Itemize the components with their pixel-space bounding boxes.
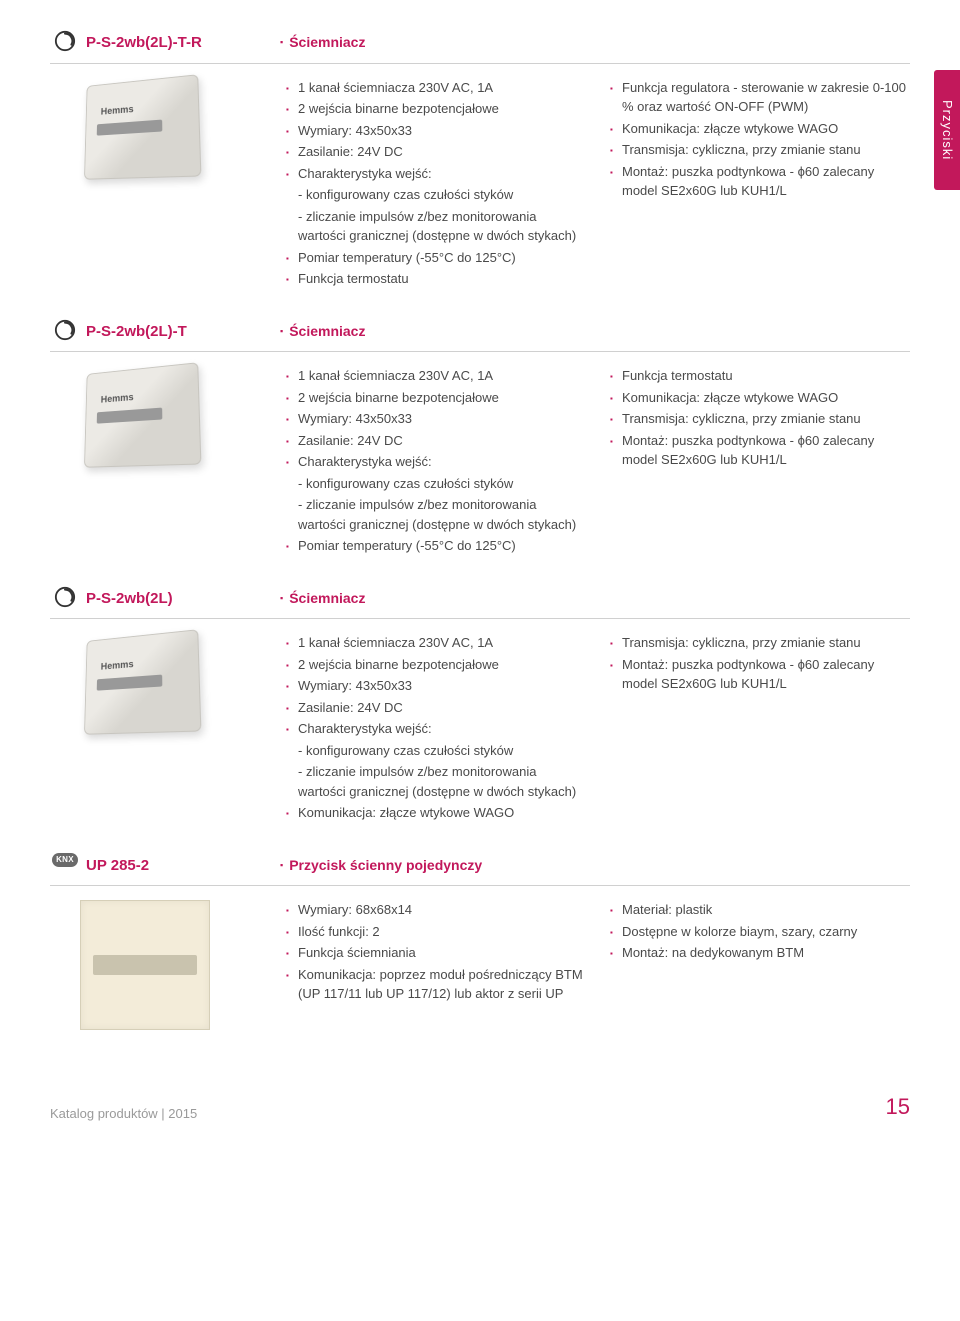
product-code: UP 285-2 xyxy=(80,853,280,878)
feature-item: 2 wejścia binarne bezpotencjałowe xyxy=(286,388,586,408)
product-image-cell xyxy=(50,633,286,733)
feature-item: Transmisja: cykliczna, przy zmianie stan… xyxy=(610,140,910,160)
feature-item: 1 kanał ściemniacza 230V AC, 1A xyxy=(286,633,586,653)
feature-item: Montaż: puszka podtynkowa - ϕ60 zalecany… xyxy=(610,162,910,201)
product-subtype: Przycisk ścienny pojedynczy xyxy=(280,853,910,876)
feature-item: Charakterystyka wejść: xyxy=(286,164,586,184)
product-body: 1 kanał ściemniacza 230V AC, 1A2 wejścia… xyxy=(50,633,910,825)
feature-item: Zasilanie: 24V DC xyxy=(286,142,586,162)
feature-item: Pomiar temperatury (-55°C do 125°C) xyxy=(286,248,586,268)
product-header: P-S-2wb(2L)-T-RŚciemniacz xyxy=(50,30,910,64)
feature-item: Transmisja: cykliczna, przy zmianie stan… xyxy=(610,409,910,429)
feature-item: - zliczanie impulsów z/bez monitorowania… xyxy=(286,762,586,801)
feature-item: Funkcja ściemniania xyxy=(286,943,586,963)
feature-item: Wymiary: 43x50x33 xyxy=(286,676,586,696)
feature-columns: 1 kanał ściemniacza 230V AC, 1A2 wejścia… xyxy=(286,633,910,825)
feature-list-right: Materiał: plastikDostępne w kolorze biay… xyxy=(610,900,910,963)
product-image-cell xyxy=(50,900,286,1030)
feature-item: Dostępne w kolorze biaym, szary, czarny xyxy=(610,922,910,942)
product-body: 1 kanał ściemniacza 230V AC, 1A2 wejścia… xyxy=(50,366,910,558)
feature-list-right: Funkcja regulatora - sterowanie w zakres… xyxy=(610,78,910,201)
product-code: P-S-2wb(2L)-T xyxy=(80,319,280,344)
feature-list-left: Wymiary: 68x68x14Ilość funkcji: 2Funkcja… xyxy=(286,900,586,1004)
product-header: P-S-2wb(2L)Ściemniacz xyxy=(50,586,910,620)
feature-item: 2 wejścia binarne bezpotencjałowe xyxy=(286,655,586,675)
product-image xyxy=(84,74,201,180)
feature-item: Montaż: na dedykowanym BTM xyxy=(610,943,910,963)
feature-item: Charakterystyka wejść: xyxy=(286,719,586,739)
feature-columns: 1 kanał ściemniacza 230V AC, 1A2 wejścia… xyxy=(286,366,910,558)
feature-item: Wymiary: 43x50x33 xyxy=(286,409,586,429)
page-number: 15 xyxy=(886,1090,910,1123)
product-block: P-S-2wb(2L)Ściemniacz 1 kanał ściemniacza… xyxy=(50,586,910,825)
product-body: Wymiary: 68x68x14Ilość funkcji: 2Funkcja… xyxy=(50,900,910,1030)
feature-item: Zasilanie: 24V DC xyxy=(286,698,586,718)
brand-circle-icon xyxy=(50,30,80,52)
product-image xyxy=(84,629,201,735)
feature-item: Komunikacja: złącze wtykowe WAGO xyxy=(610,388,910,408)
feature-item: 1 kanał ściemniacza 230V AC, 1A xyxy=(286,78,586,98)
footer-left: Katalog produktów | 2015 xyxy=(50,1104,197,1124)
feature-item: 2 wejścia binarne bezpotencjałowe xyxy=(286,99,586,119)
product-subtype: Ściemniacz xyxy=(280,586,910,609)
feature-list-right: Funkcja termostatuKomunikacja: złącze wt… xyxy=(610,366,910,470)
feature-list-left: 1 kanał ściemniacza 230V AC, 1A2 wejścia… xyxy=(286,366,586,556)
feature-item: Materiał: plastik xyxy=(610,900,910,920)
brand-circle-icon xyxy=(50,319,80,341)
feature-item: Komunikacja: poprzez moduł pośredniczący… xyxy=(286,965,586,1004)
product-code: P-S-2wb(2L)-T-R xyxy=(80,30,280,55)
brand-circle-icon xyxy=(50,586,80,608)
product-body: 1 kanał ściemniacza 230V AC, 1A2 wejścia… xyxy=(50,78,910,291)
feature-list-left: 1 kanał ściemniacza 230V AC, 1A2 wejścia… xyxy=(286,633,586,823)
product-image xyxy=(84,362,201,468)
feature-item: 1 kanał ściemniacza 230V AC, 1A xyxy=(286,366,586,386)
feature-columns: Wymiary: 68x68x14Ilość funkcji: 2Funkcja… xyxy=(286,900,910,1006)
feature-item: Komunikacja: złącze wtykowe WAGO xyxy=(610,119,910,139)
product-image-cell xyxy=(50,366,286,466)
feature-item: Funkcja termostatu xyxy=(286,269,586,289)
feature-item: - konfigurowany czas czułości styków xyxy=(286,741,586,761)
feature-columns: 1 kanał ściemniacza 230V AC, 1A2 wejścia… xyxy=(286,78,910,291)
feature-item: Ilość funkcji: 2 xyxy=(286,922,586,942)
product-block: P-S-2wb(2L)-TŚciemniacz 1 kanał ściemniac… xyxy=(50,319,910,558)
product-code: P-S-2wb(2L) xyxy=(80,586,280,611)
product-header: P-S-2wb(2L)-TŚciemniacz xyxy=(50,319,910,353)
product-block: KNXUP 285-2Przycisk ścienny pojedynczy Wy… xyxy=(50,853,910,1031)
sidebar-tab: Przyciski xyxy=(934,70,960,190)
page-footer: Katalog produktów | 2015 15 xyxy=(50,1090,910,1123)
product-image xyxy=(80,900,210,1030)
feature-item: - konfigurowany czas czułości styków xyxy=(286,185,586,205)
product-subtype: Ściemniacz xyxy=(280,30,910,53)
product-block: P-S-2wb(2L)-T-RŚciemniacz 1 kanał ściemni… xyxy=(50,30,910,291)
feature-item: - konfigurowany czas czułości styków xyxy=(286,474,586,494)
feature-item: Funkcja termostatu xyxy=(610,366,910,386)
feature-item: Montaż: puszka podtynkowa - ϕ60 zalecany… xyxy=(610,431,910,470)
product-image-cell xyxy=(50,78,286,178)
feature-item: Montaż: puszka podtynkowa - ϕ60 zalecany… xyxy=(610,655,910,694)
product-subtype: Ściemniacz xyxy=(280,319,910,342)
feature-item: Pomiar temperatury (-55°C do 125°C) xyxy=(286,536,586,556)
feature-item: Wymiary: 68x68x14 xyxy=(286,900,586,920)
feature-item: Funkcja regulatora - sterowanie w zakres… xyxy=(610,78,910,117)
product-header: KNXUP 285-2Przycisk ścienny pojedynczy xyxy=(50,853,910,887)
feature-item: - zliczanie impulsów z/bez monitorowania… xyxy=(286,207,586,246)
feature-list-right: Transmisja: cykliczna, przy zmianie stan… xyxy=(610,633,910,694)
feature-item: - zliczanie impulsów z/bez monitorowania… xyxy=(286,495,586,534)
feature-item: Zasilanie: 24V DC xyxy=(286,431,586,451)
feature-item: Wymiary: 43x50x33 xyxy=(286,121,586,141)
feature-item: Charakterystyka wejść: xyxy=(286,452,586,472)
feature-item: Komunikacja: złącze wtykowe WAGO xyxy=(286,803,586,823)
knx-logo: KNX xyxy=(50,853,80,867)
feature-item: Transmisja: cykliczna, przy zmianie stan… xyxy=(610,633,910,653)
feature-list-left: 1 kanał ściemniacza 230V AC, 1A2 wejścia… xyxy=(286,78,586,289)
